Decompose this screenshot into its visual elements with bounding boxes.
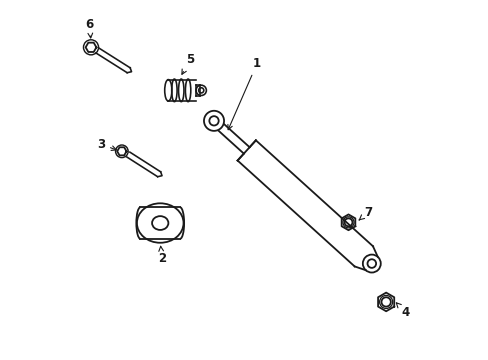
Text: 1: 1 xyxy=(227,57,261,130)
Text: 5: 5 xyxy=(182,53,194,74)
Text: 7: 7 xyxy=(358,206,371,220)
Text: 4: 4 xyxy=(395,303,409,319)
Text: 3: 3 xyxy=(97,138,116,150)
Text: 2: 2 xyxy=(158,246,166,265)
Text: 6: 6 xyxy=(85,18,94,38)
